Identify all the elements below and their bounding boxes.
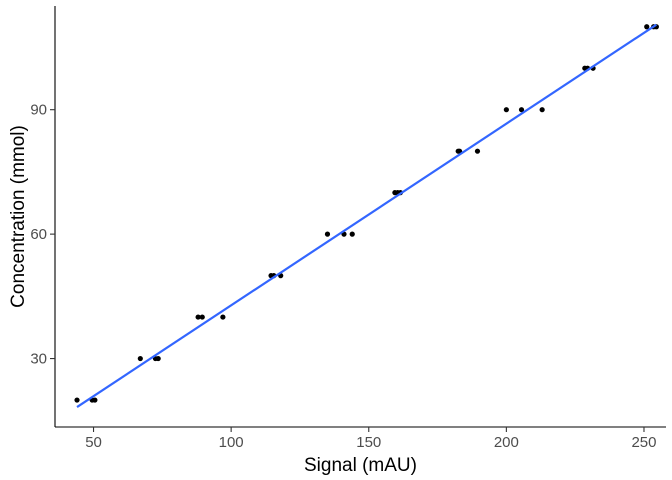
- data-point: [74, 397, 80, 403]
- data-point: [195, 314, 201, 320]
- data-point: [539, 107, 545, 113]
- x-tick-label: 200: [494, 434, 519, 451]
- x-tick-label: 150: [356, 434, 381, 451]
- x-tick-label: 100: [219, 434, 244, 451]
- x-tick-label: 250: [631, 434, 656, 451]
- y-axis-title: Concentration (mmol): [8, 125, 29, 308]
- plot-area: [74, 23, 659, 409]
- y-tick-label: 90: [30, 102, 47, 119]
- fit-line: [76, 23, 657, 409]
- data-point: [92, 397, 98, 403]
- data-point: [503, 107, 509, 113]
- data-point: [137, 355, 143, 362]
- data-point: [155, 355, 161, 362]
- y-tick-label: 30: [30, 351, 47, 368]
- x-tick-label: 50: [85, 434, 102, 451]
- x-axis-ticks: 50 100 150 200 250: [85, 427, 656, 451]
- data-point: [349, 231, 355, 237]
- data-point: [474, 148, 481, 154]
- y-tick-label: 60: [30, 226, 47, 243]
- data-point: [220, 314, 226, 320]
- data-point: [324, 231, 331, 237]
- x-axis-title: Signal (mAU): [304, 455, 417, 476]
- data-point: [199, 314, 205, 320]
- y-axis-ticks: 30 60 90: [30, 102, 55, 368]
- data-point: [518, 107, 525, 113]
- data-point: [644, 24, 650, 30]
